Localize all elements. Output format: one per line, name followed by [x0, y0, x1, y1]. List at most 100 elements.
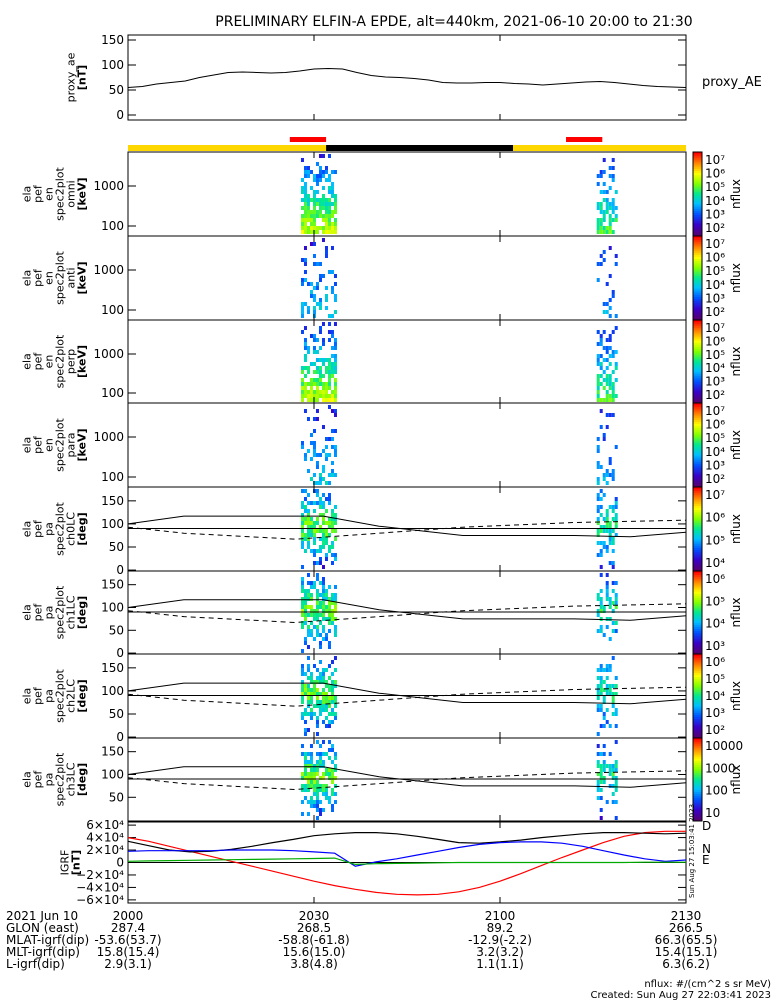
- ylabel-line: pef: [32, 435, 45, 454]
- y-tick-label: 100: [101, 767, 124, 781]
- colorbar-tick: 10⁵: [705, 533, 725, 547]
- y-tick-label: 100: [101, 684, 124, 698]
- igrf-series-line: [127, 841, 687, 867]
- colorbar-tick: 10³: [705, 291, 725, 305]
- igrf-series-line: [127, 857, 686, 866]
- ylabel-line: para: [65, 433, 78, 458]
- footer-row-value: 15.4(15.1): [655, 945, 718, 959]
- footer-row-label: MLAT-igrf(dip): [6, 933, 89, 947]
- colorbar-tick: 10⁵: [705, 264, 725, 278]
- footer-row-value: 2130: [671, 909, 702, 923]
- footer-row-value: -12.9(-2.2): [468, 933, 532, 947]
- y-tick-label: 50: [109, 83, 124, 97]
- y-tick-label: 100: [101, 386, 124, 400]
- ylabel-line: pef: [32, 184, 45, 203]
- footer-row-value: 268.5: [297, 921, 331, 935]
- ylabel-line: [deg]: [76, 763, 89, 796]
- ylabel-line: en: [43, 355, 56, 369]
- loss-cone-line: [127, 515, 687, 538]
- footer-row-label: MLT-igrf(dip): [6, 945, 80, 959]
- y-tick-label: 50: [109, 707, 124, 721]
- footer-row-value: 89.2: [487, 921, 514, 935]
- spectrogram-blobs: [300, 656, 618, 736]
- colorbar: [693, 738, 702, 822]
- ylabel-line: pef: [32, 770, 45, 789]
- ylabel-line: [keV]: [76, 177, 89, 210]
- colorbar-tick: 10⁵: [705, 672, 725, 686]
- igrf-series-line: [127, 832, 687, 853]
- spectrogram-blobs: [300, 238, 618, 318]
- colorbar: [693, 236, 702, 321]
- ylabel-line: proxy_ae: [65, 52, 78, 102]
- ylabel-line: spec2plot: [54, 585, 67, 639]
- ylabel-line: [nT]: [76, 65, 89, 90]
- ylabel-line: spec2plot: [54, 418, 67, 472]
- ylabel-line: omni: [65, 180, 78, 207]
- status-segment: [326, 145, 514, 151]
- y-tick-label: 100: [101, 600, 124, 614]
- y-tick-label: 50: [109, 790, 124, 804]
- footer-row-value: 2000: [113, 909, 144, 923]
- colorbar: [693, 571, 702, 655]
- ylabel-line: pef: [32, 268, 45, 287]
- loss-cone-line: [127, 682, 687, 705]
- ylabel-line: ela: [21, 688, 34, 705]
- y-tick-label: 100: [101, 58, 124, 72]
- colorbar: [693, 487, 702, 572]
- anti-loss-cone-line: [127, 519, 687, 540]
- spectrogram-blobs: [300, 740, 618, 820]
- ylabel-line: IGRF: [59, 850, 72, 876]
- colorbar-tick: 10⁶: [705, 167, 725, 181]
- science-zone-marker: [566, 137, 603, 142]
- ylabel-line: ela: [21, 353, 34, 370]
- footer-row-value: 6.3(6.2): [662, 957, 710, 971]
- ylabel-line: ch2LC: [65, 679, 78, 713]
- colorbar-tick: 10³: [705, 207, 725, 221]
- status-segment: [513, 145, 686, 151]
- spectrogram-blobs: [300, 573, 618, 653]
- igrf-ylabel: IGRF[nT]: [59, 850, 83, 876]
- ylabel-line: spec2plot: [54, 502, 67, 556]
- colorbar-tick: 10⁵: [705, 348, 725, 362]
- loss-cone-line: [127, 599, 687, 621]
- footer-row-value: 15.6(15.0): [283, 945, 346, 959]
- ylabel-line: [deg]: [76, 679, 89, 712]
- proxy-ae-legend: proxy_AE: [702, 75, 762, 90]
- colorbar-tick: 10⁴: [705, 361, 725, 375]
- colorbar-label: nflux: [729, 179, 743, 209]
- footer-row-value: 1.1(1.1): [476, 957, 524, 971]
- energy-panel-axes: [127, 235, 687, 321]
- spectrogram-blobs: [300, 405, 618, 485]
- ylabel-line: [keV]: [76, 428, 89, 461]
- colorbar-label: nflux: [729, 263, 743, 293]
- y-tick-label: 0: [116, 856, 124, 870]
- y-tick-label: 100: [101, 303, 124, 317]
- footer-row-value: 287.4: [111, 921, 145, 935]
- colorbar-tick: 100: [705, 784, 728, 798]
- proxy-ae-axes: [127, 34, 687, 121]
- y-tick-label: 6×10⁴: [86, 818, 124, 832]
- footer-row-value: -58.8(-61.8): [278, 933, 349, 947]
- footer-row-label: GLON (east): [6, 921, 79, 935]
- y-tick-label: 1000: [93, 179, 124, 193]
- created-note: Created: Sun Aug 27 22:03:41 2023: [591, 990, 771, 1000]
- colorbar-tick: 10²: [705, 472, 725, 486]
- ylabel-line: ela: [21, 521, 34, 538]
- colorbar-tick: 10⁵: [705, 594, 725, 608]
- ylabel-line: ela: [21, 437, 34, 454]
- anti-loss-cone-line: [127, 603, 687, 624]
- ylabel-line: [nT]: [70, 850, 83, 875]
- ylabel-line: en: [43, 187, 56, 201]
- colorbar-tick: 10²: [705, 305, 725, 319]
- colorbar-tick: 10³: [705, 706, 725, 720]
- colorbar-tick: 10⁶: [705, 251, 725, 265]
- ylabel-line: spec2plot: [54, 752, 67, 806]
- colorbar-tick: 10⁷: [705, 153, 725, 167]
- colorbar: [693, 320, 702, 404]
- y-tick-label: 0: [116, 563, 124, 577]
